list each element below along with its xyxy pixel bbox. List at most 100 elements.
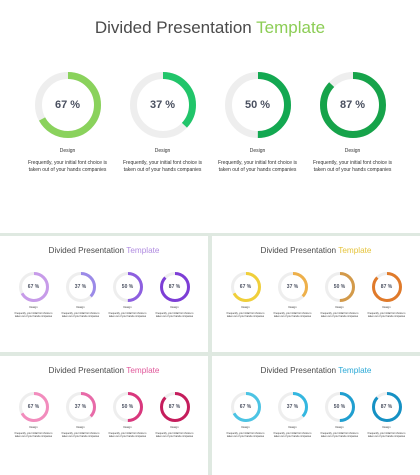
percent-label: 50 % [113, 272, 143, 302]
slide-thumbnail-orange: Divided Presentation Template 67 % Design… [212, 236, 420, 352]
title-accent: Template [338, 366, 371, 375]
progress-ring-row: 67 % Design Frequently, your initial fon… [0, 72, 420, 175]
progress-item: 87 % Design Frequently, your initial font … [365, 272, 409, 319]
item-label: Design [250, 148, 266, 154]
progress-ring: 37 % [278, 272, 308, 302]
item-label: Design [76, 306, 84, 309]
progress-item: 67 % Design Frequently, your initial fon… [22, 72, 114, 175]
progress-ring: 37 % [66, 392, 96, 422]
item-description: Frequently, your initial font choice is … [320, 432, 360, 439]
item-label: Design [382, 426, 390, 429]
item-label: Design [241, 306, 249, 309]
title-main: Divided Presentation [261, 246, 337, 255]
item-description: Frequently, your initial font choice is … [273, 432, 313, 439]
progress-ring: 67 % [231, 272, 261, 302]
progress-item: 87 % Design Frequently, your initial font … [365, 392, 409, 439]
item-label: Design [123, 306, 131, 309]
item-description: Frequently, your initial font choice is … [155, 312, 195, 319]
progress-ring-row: 67 % Design Frequently, your initial font … [0, 392, 208, 439]
item-description: Frequently, your initial font choice is … [320, 312, 360, 319]
item-description: Frequently, your initial font choice is … [273, 312, 313, 319]
progress-ring-row: 67 % Design Frequently, your initial font … [0, 272, 208, 319]
item-description: Frequently, your initial font choice is … [14, 312, 54, 319]
slide-title: Divided Presentation Template [212, 246, 420, 255]
slide-title: Divided Presentation Template [0, 366, 208, 375]
item-description: Frequently, your initial font choice is … [22, 160, 114, 175]
item-description: Frequently, your initial font choice is … [14, 432, 54, 439]
progress-item: 67 % Design Frequently, your initial font … [224, 392, 268, 439]
progress-item: 67 % Design Frequently, your initial font … [224, 272, 268, 319]
title-main: Divided Presentation [95, 18, 252, 37]
progress-item: 37 % Design Frequently, your initial font … [271, 392, 315, 439]
percent-label: 37 % [278, 392, 308, 422]
item-description: Frequently, your initial font choice is … [226, 432, 266, 439]
percent-label: 87 % [160, 392, 190, 422]
slide-title: Divided Presentation Template [212, 366, 420, 375]
item-description: Frequently, your initial font choice is … [61, 312, 101, 319]
progress-item: 50 % Design Frequently, your initial fon… [212, 72, 304, 175]
progress-ring: 50 % [325, 272, 355, 302]
progress-item: 37 % Design Frequently, your initial font … [271, 272, 315, 319]
progress-ring: 50 % [325, 392, 355, 422]
percent-label: 87 % [372, 392, 402, 422]
percent-label: 67 % [231, 392, 261, 422]
item-label: Design [29, 306, 37, 309]
item-description: Frequently, your initial font choice is … [108, 312, 148, 319]
item-description: Frequently, your initial font choice is … [117, 160, 209, 175]
item-label: Design [123, 426, 131, 429]
percent-label: 87 % [160, 272, 190, 302]
percent-label: 50 % [113, 392, 143, 422]
slide-hero: Divided Presentation Template 67 % Desig… [0, 0, 420, 233]
item-label: Design [345, 148, 361, 154]
item-description: Frequently, your initial font choice is … [307, 160, 399, 175]
progress-item: 37 % Design Frequently, your initial font … [59, 272, 103, 319]
percent-label: 67 % [231, 272, 261, 302]
percent-label: 50 % [325, 272, 355, 302]
progress-item: 37 % Design Frequently, your initial font … [59, 392, 103, 439]
title-main: Divided Presentation [49, 366, 125, 375]
item-description: Frequently, your initial font choice is … [367, 312, 407, 319]
progress-item: 50 % Design Frequently, your initial font … [106, 272, 150, 319]
item-description: Frequently, your initial font choice is … [155, 432, 195, 439]
progress-item: 50 % Design Frequently, your initial font … [318, 272, 362, 319]
percent-label: 50 % [325, 392, 355, 422]
percent-label: 37 % [278, 272, 308, 302]
item-label: Design [60, 148, 76, 154]
title-main: Divided Presentation [49, 246, 125, 255]
progress-ring: 37 % [130, 72, 196, 138]
slide-thumbnail-pink: Divided Presentation Template 67 % Design… [0, 356, 208, 475]
title-main: Divided Presentation [261, 366, 337, 375]
item-label: Design [241, 426, 249, 429]
progress-ring: 87 % [320, 72, 386, 138]
progress-ring: 67 % [35, 72, 101, 138]
percent-label: 37 % [130, 72, 196, 138]
progress-ring-row: 67 % Design Frequently, your initial font … [212, 272, 420, 319]
title-accent: Template [256, 18, 325, 37]
percent-label: 50 % [225, 72, 291, 138]
item-label: Design [170, 426, 178, 429]
progress-ring: 87 % [160, 272, 190, 302]
progress-ring: 50 % [113, 392, 143, 422]
item-label: Design [335, 426, 343, 429]
progress-ring: 67 % [19, 392, 49, 422]
item-label: Design [29, 426, 37, 429]
progress-ring: 87 % [372, 392, 402, 422]
progress-ring: 37 % [66, 272, 96, 302]
slide-title: Divided Presentation Template [0, 18, 420, 38]
item-description: Frequently, your initial font choice is … [108, 432, 148, 439]
progress-item: 87 % Design Frequently, your initial font … [153, 272, 197, 319]
item-label: Design [335, 306, 343, 309]
item-description: Frequently, your initial font choice is … [212, 160, 304, 175]
progress-ring: 50 % [225, 72, 291, 138]
item-label: Design [170, 306, 178, 309]
percent-label: 67 % [19, 272, 49, 302]
slide-title: Divided Presentation Template [0, 246, 208, 255]
progress-item: 37 % Design Frequently, your initial fon… [117, 72, 209, 175]
progress-ring: 87 % [372, 272, 402, 302]
percent-label: 37 % [66, 272, 96, 302]
percent-label: 67 % [35, 72, 101, 138]
progress-item: 87 % Design Frequently, your initial fon… [307, 72, 399, 175]
progress-ring: 67 % [19, 272, 49, 302]
progress-ring-row: 67 % Design Frequently, your initial font … [212, 392, 420, 439]
